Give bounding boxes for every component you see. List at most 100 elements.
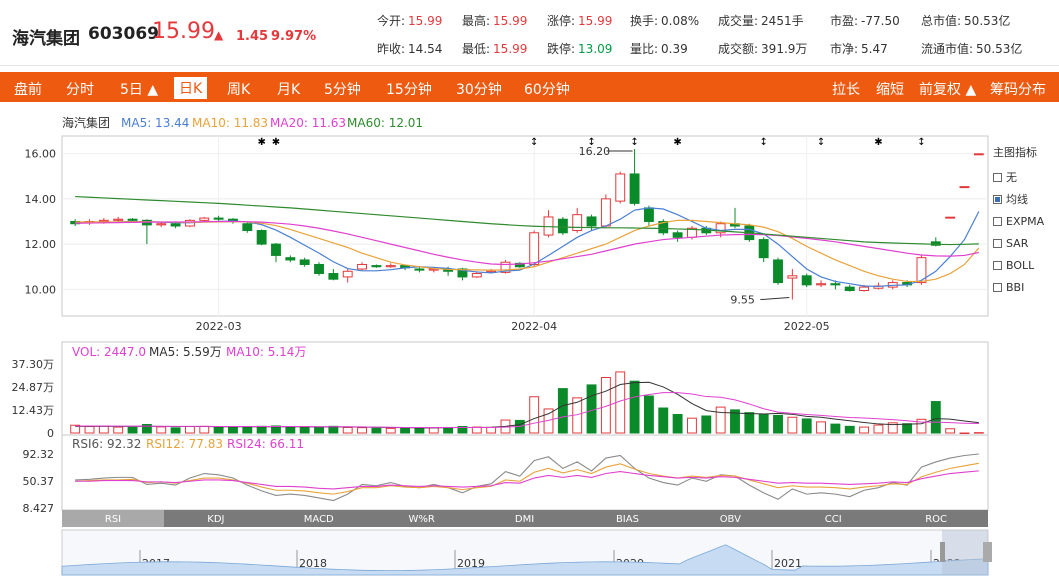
indicator-tab-obv[interactable]: OBV <box>720 514 741 525</box>
candle <box>170 223 181 227</box>
period-tab-8[interactable]: 30分钟 <box>456 82 502 98</box>
timeline-handle-right <box>983 542 992 562</box>
volume-bar <box>84 426 95 434</box>
indicator-tab-macd[interactable]: MACD <box>304 514 334 525</box>
indicator-tab-dmi[interactable]: DMI <box>515 514 534 525</box>
volume-bar <box>816 421 826 434</box>
volume-bar <box>70 424 81 434</box>
candle <box>801 275 812 286</box>
indicator-option-3[interactable]: SAR <box>993 232 1059 254</box>
stat-9: 跌停: 13.09 <box>547 40 612 57</box>
main-indicator-panel: 主图指标 无均线 EXPMA SAR BOLL BBI <box>993 144 1059 298</box>
stat-label: 涨停: <box>547 14 576 28</box>
rsi-ytick-0: 92.32 <box>23 448 55 461</box>
stat-label: 昨收: <box>377 42 406 56</box>
ma-line-ma60 <box>75 195 979 246</box>
period-tab-5[interactable]: 月K <box>277 82 301 98</box>
kline-chart[interactable]: 海汽集团 MA5: 13.44 MA10: 11.83 MA20: 11.63 MA60… <box>0 102 1059 577</box>
stat-label: 跌停: <box>547 42 576 56</box>
candle <box>643 207 654 222</box>
candle <box>930 241 941 246</box>
volume-bar <box>141 423 152 434</box>
candle <box>285 257 296 261</box>
candle <box>342 270 353 278</box>
stat-12: 市净: 5.47 <box>830 40 888 57</box>
indicator-tab-roc[interactable]: ROC <box>925 514 947 525</box>
stock-name: 海汽集团 <box>12 29 80 49</box>
stat-value: 391.9万 <box>761 42 808 56</box>
period-tab-6[interactable]: 5分钟 <box>324 82 361 98</box>
indicator-option-2[interactable]: EXPMA <box>993 210 1059 232</box>
period-tab-3[interactable]: 日K <box>174 77 208 99</box>
toolbar-action-3[interactable]: 筹码分布 <box>990 82 1046 98</box>
stat-value: 50.53亿 <box>964 14 1011 28</box>
candle <box>787 275 798 279</box>
stat-value: 50.53亿 <box>976 42 1023 56</box>
volume-bar <box>486 426 497 434</box>
period-tab-2[interactable]: 5日 ▲ <box>120 82 159 98</box>
volume-bar <box>299 426 310 434</box>
volume-bar <box>600 377 611 434</box>
legend-stock: 海汽集团 <box>62 115 110 130</box>
indicator-tab-bias[interactable]: BIAS <box>616 514 639 525</box>
candle <box>844 286 855 292</box>
volume-bar <box>902 423 913 434</box>
low-pointer <box>760 297 790 301</box>
volume-bar <box>443 426 454 434</box>
volume-bar <box>715 406 726 434</box>
volume-bar <box>156 426 167 434</box>
indicator-option-5[interactable]: BBI <box>993 276 1059 298</box>
candle <box>127 218 138 221</box>
candle <box>959 186 970 189</box>
indicator-tab-rsi[interactable]: RSI <box>105 514 121 525</box>
checkbox-icon[interactable] <box>993 260 1002 270</box>
period-tab-9[interactable]: 60分钟 <box>524 82 570 98</box>
toolbar-action-2[interactable]: 前复权 ▲ <box>919 82 977 98</box>
indicator-option-0[interactable]: 无 <box>993 166 1059 188</box>
checkbox-icon[interactable] <box>993 282 1002 292</box>
indicator-tab-kdj[interactable]: KDJ <box>207 514 224 525</box>
volume-bar <box>98 425 109 434</box>
candle <box>113 218 124 221</box>
indicator-option-4[interactable]: BOLL <box>993 254 1059 276</box>
legend-rsi24: RSI24: 66.11 <box>227 437 304 451</box>
stat-2: 涨停: 15.99 <box>547 12 612 29</box>
event-marker-icon: ✱ <box>874 137 882 148</box>
volume-bar <box>945 428 956 434</box>
volume-bar <box>773 414 783 434</box>
kline-ytick-2: 12.00 <box>25 238 57 251</box>
volume-bar <box>873 424 884 434</box>
legend-ma20: MA20: 11.63 <box>270 116 346 130</box>
indicator-option-1[interactable]: 均线 <box>993 188 1059 210</box>
period-tab-4[interactable]: 周K <box>227 82 251 98</box>
period-tab-1[interactable]: 分时 <box>66 82 94 98</box>
candle <box>773 259 783 284</box>
legend-vol: VOL: 2447.0 <box>72 345 146 359</box>
indicator-tab-w%r[interactable]: W%R <box>408 514 434 525</box>
candle <box>973 153 984 156</box>
volume-bar <box>801 418 812 434</box>
rsi-ytick-1: 50.37 <box>23 475 55 488</box>
quote-header: 海汽集团 603069 15.99 ▲ 1.45 9.97% 今开: 15.99 最… <box>0 0 1059 66</box>
toolbar-action-0[interactable]: 拉长 <box>832 82 860 98</box>
period-tab-7[interactable]: 15分钟 <box>386 82 432 98</box>
candle <box>916 257 927 284</box>
stock-price: 15.99 <box>152 19 215 44</box>
event-marker-icon: ↕ <box>587 137 595 148</box>
period-tab-0[interactable]: 盘前 <box>14 82 42 98</box>
timeline-area <box>61 544 989 576</box>
checkbox-icon[interactable] <box>993 194 1002 204</box>
kline-ytick-3: 10.00 <box>25 283 57 296</box>
checkbox-icon[interactable] <box>993 172 1002 182</box>
toolbar-action-1[interactable]: 缩短 <box>876 82 904 98</box>
vol-ytick-1: 24.87万 <box>12 381 55 394</box>
indicator-option-label: 均线 <box>1006 193 1028 206</box>
event-marker-icon: ✱ <box>272 137 280 148</box>
volume-bar <box>471 426 482 434</box>
indicator-tab-cci[interactable]: CCI <box>825 514 842 525</box>
stat-label: 市净: <box>830 42 859 56</box>
checkbox-icon[interactable] <box>993 216 1002 226</box>
candle <box>371 265 382 268</box>
checkbox-icon[interactable] <box>993 238 1002 248</box>
timeline-year-2021: 2021 <box>774 557 802 570</box>
